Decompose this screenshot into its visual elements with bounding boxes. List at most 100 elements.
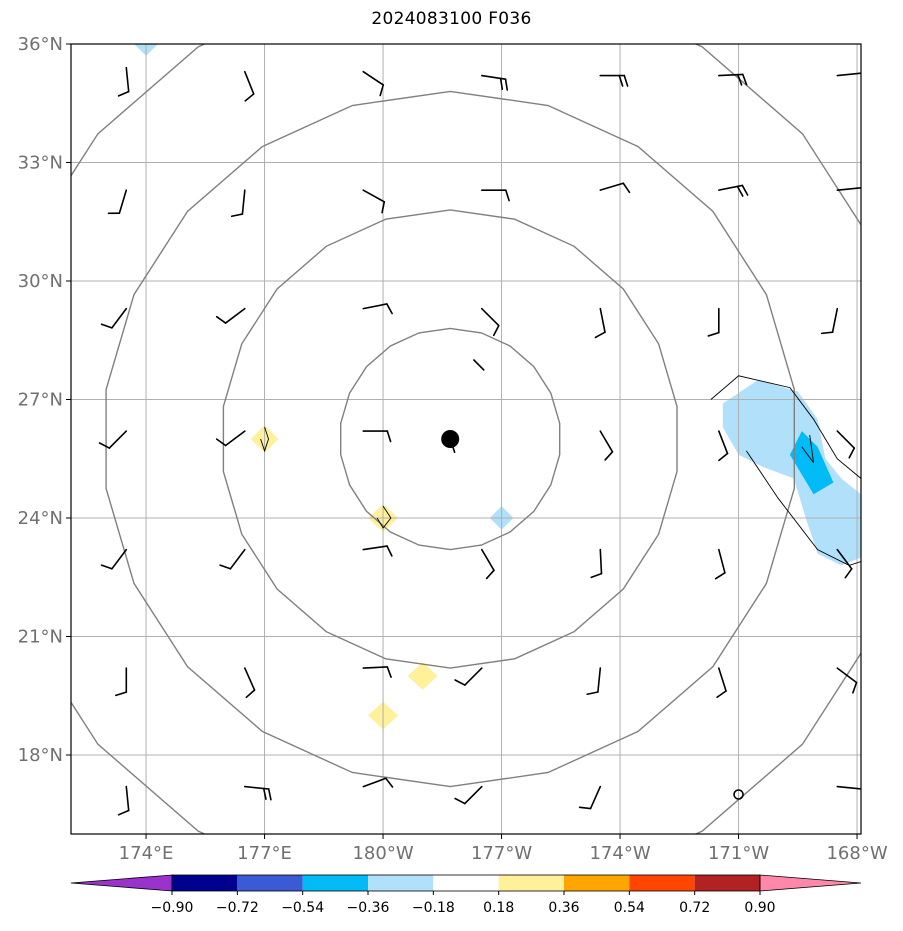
barb-flag bbox=[386, 303, 393, 315]
x-tick-label: 171°W bbox=[708, 843, 769, 864]
wind-barb bbox=[599, 430, 614, 461]
barb-shaft bbox=[464, 667, 483, 686]
barb-flag bbox=[590, 572, 603, 579]
x-tick-label: 168°W bbox=[826, 843, 887, 864]
wind-barb bbox=[230, 189, 246, 218]
x-tick-label: 174°E bbox=[119, 843, 174, 864]
colorbar-extend-left bbox=[70, 874, 173, 892]
wind-barb bbox=[586, 667, 602, 696]
barb-shaft bbox=[836, 785, 861, 790]
barb-flag bbox=[230, 213, 244, 218]
wind-barb bbox=[480, 74, 509, 91]
wind-barb bbox=[362, 189, 386, 214]
barb-shaft bbox=[362, 777, 387, 788]
wind-barb bbox=[362, 666, 392, 678]
wind-barb bbox=[454, 667, 483, 686]
wind-barb bbox=[480, 307, 500, 337]
y-tick-label: 30°N bbox=[18, 271, 63, 292]
colorbar-label: −0.54 bbox=[281, 900, 324, 916]
wind-barb bbox=[362, 430, 392, 443]
wind-barb bbox=[117, 66, 130, 97]
wind-barb bbox=[717, 73, 748, 86]
wind-barb bbox=[590, 548, 603, 579]
wind-barb-short bbox=[473, 359, 485, 371]
barb-shaft bbox=[597, 667, 602, 693]
barb-flag bbox=[718, 452, 729, 462]
barb-shaft bbox=[589, 785, 602, 810]
wind-barb bbox=[244, 785, 272, 801]
contour-line bbox=[260, 426, 269, 453]
wind-barb bbox=[98, 430, 128, 449]
colorbar-segment bbox=[172, 875, 238, 891]
barb-shaft bbox=[717, 430, 729, 455]
barb-shaft bbox=[717, 667, 727, 692]
wind-barb bbox=[836, 667, 858, 694]
barb-shaft bbox=[125, 66, 130, 93]
barb-flag bbox=[381, 201, 386, 214]
barb-flag bbox=[623, 74, 629, 87]
barb-shaft bbox=[831, 307, 839, 333]
contour-line bbox=[376, 505, 392, 529]
barb-flag bbox=[386, 666, 392, 678]
barb-flag bbox=[844, 567, 853, 579]
barb-flag bbox=[485, 569, 495, 580]
x-tick-label: 180°W bbox=[352, 843, 413, 864]
chart-title: 2024083100 F036 bbox=[371, 9, 532, 29]
barb-flag bbox=[262, 787, 267, 801]
barb-shaft bbox=[836, 548, 853, 570]
wind-barb bbox=[115, 667, 128, 697]
barb-shaft bbox=[480, 548, 495, 572]
wind-barb bbox=[836, 548, 853, 579]
barb-flag bbox=[578, 806, 592, 810]
wind-barb bbox=[836, 785, 861, 793]
barb-shaft bbox=[229, 548, 246, 570]
y-tick-label: 24°N bbox=[18, 508, 63, 529]
barb-flag bbox=[736, 73, 743, 86]
barb-flag bbox=[622, 182, 631, 194]
barb-shaft bbox=[717, 548, 726, 574]
barb-shaft bbox=[599, 430, 614, 453]
colorbar-segment bbox=[498, 875, 564, 891]
barb-shaft bbox=[362, 189, 386, 203]
wind-barb bbox=[219, 548, 246, 570]
contour-outlines bbox=[260, 375, 861, 566]
barb-shaft bbox=[111, 307, 128, 329]
barb-flag bbox=[820, 331, 834, 335]
barb-flag bbox=[267, 788, 272, 801]
colorbar-frame bbox=[171, 874, 761, 892]
markers bbox=[441, 430, 744, 800]
shaded-region-moderate-negative bbox=[789, 431, 834, 495]
barb-flag bbox=[714, 572, 726, 580]
barb-flag bbox=[385, 777, 394, 788]
storm-center-marker bbox=[441, 430, 460, 448]
barb-shaft bbox=[836, 72, 861, 77]
barb-shaft bbox=[362, 666, 389, 669]
y-axis-ticks: 36°N 33°N 30°N 27°N 24°N 21°N 18°N bbox=[18, 34, 71, 766]
barb-shaft bbox=[118, 189, 128, 214]
wind-barb bbox=[480, 548, 495, 580]
shaded-region-weak-positive bbox=[407, 662, 438, 690]
wind-barb bbox=[599, 74, 629, 87]
wind-barb bbox=[362, 70, 385, 97]
barb-shaft bbox=[599, 307, 606, 333]
shaded-region-weak-negative bbox=[722, 379, 861, 566]
barb-shaft bbox=[108, 430, 128, 449]
barb-shaft bbox=[480, 74, 507, 80]
barb-flag bbox=[219, 564, 232, 570]
colorbar-label: 0.72 bbox=[679, 900, 710, 916]
barb-shaft bbox=[473, 359, 485, 371]
wind-barb bbox=[836, 72, 861, 77]
colorbar-segment bbox=[368, 875, 434, 891]
barb-shaft bbox=[362, 545, 388, 551]
barb-flag bbox=[215, 315, 227, 324]
barb-flag bbox=[741, 73, 748, 86]
wind-barb bbox=[836, 186, 861, 191]
barb-flag bbox=[860, 186, 861, 190]
barb-flag bbox=[117, 90, 130, 97]
barb-shaft bbox=[241, 189, 246, 215]
colorbar-segment bbox=[694, 875, 760, 891]
wind-barb bbox=[362, 545, 393, 557]
colorbar-segment bbox=[237, 875, 303, 891]
barb-flag bbox=[586, 691, 599, 696]
